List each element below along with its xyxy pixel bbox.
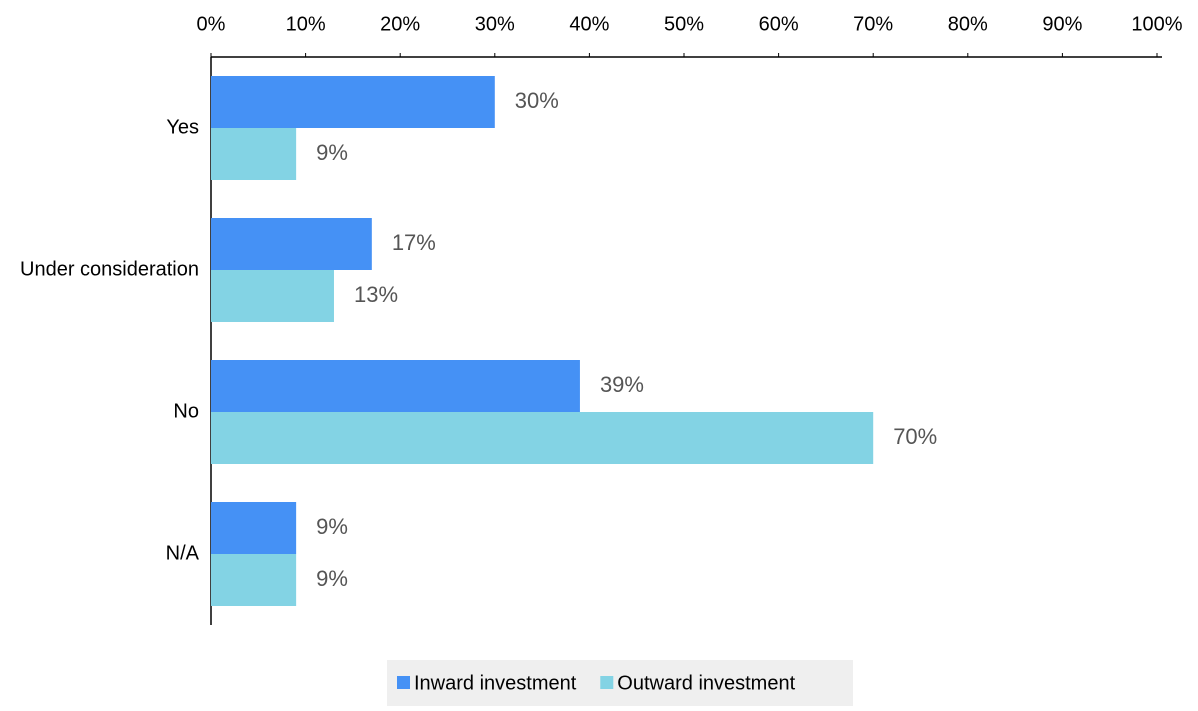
y-tick-label: No	[173, 400, 199, 422]
data-label: 9%	[316, 566, 348, 591]
legend-box	[387, 660, 853, 706]
data-label: 30%	[515, 88, 559, 113]
legend-swatch	[600, 676, 614, 689]
x-tick-label: 30%	[475, 13, 515, 35]
bar	[211, 554, 297, 606]
legend-swatch	[397, 676, 410, 689]
bar	[211, 360, 580, 412]
bar	[211, 218, 372, 270]
x-tick-label: 10%	[286, 13, 326, 35]
x-tick-label: 20%	[380, 13, 420, 35]
bar	[211, 502, 297, 554]
data-label: 39%	[600, 372, 644, 397]
legend-label: Inward investment	[414, 672, 577, 694]
x-tick-label: 90%	[1042, 13, 1082, 35]
x-tick-label: 100%	[1131, 13, 1182, 35]
bar	[211, 76, 495, 128]
x-tick-label: 70%	[853, 13, 893, 35]
x-tick-label: 80%	[948, 13, 988, 35]
y-tick-label: Under consideration	[20, 258, 199, 280]
x-tick-label: 0%	[197, 13, 226, 35]
x-tick-label: 50%	[664, 13, 704, 35]
bar	[211, 128, 297, 180]
data-label: 9%	[316, 514, 348, 539]
y-tick-label: Yes	[166, 116, 199, 138]
x-tick-label: 40%	[569, 13, 609, 35]
bar	[211, 270, 334, 322]
data-label: 9%	[316, 140, 348, 165]
y-tick-label: N/A	[166, 542, 200, 564]
x-tick-label: 60%	[759, 13, 799, 35]
data-label: 13%	[354, 282, 398, 307]
legend-label: Outward investment	[617, 672, 795, 694]
bar	[211, 412, 874, 464]
data-label: 70%	[893, 424, 937, 449]
data-label: 17%	[392, 230, 436, 255]
